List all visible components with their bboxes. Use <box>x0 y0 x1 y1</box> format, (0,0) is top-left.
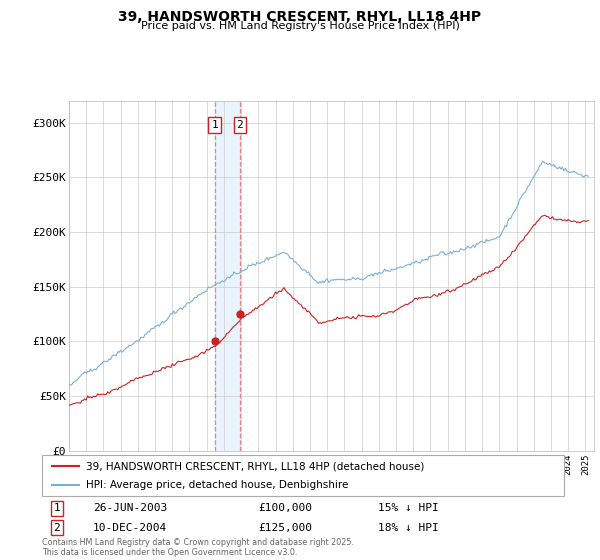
Text: 10-DEC-2004: 10-DEC-2004 <box>93 522 167 533</box>
Text: 39, HANDSWORTH CRESCENT, RHYL, LL18 4HP: 39, HANDSWORTH CRESCENT, RHYL, LL18 4HP <box>118 10 482 24</box>
Bar <box>215 101 240 451</box>
Text: 26-JUN-2003: 26-JUN-2003 <box>93 503 167 514</box>
Text: Price paid vs. HM Land Registry's House Price Index (HPI): Price paid vs. HM Land Registry's House … <box>140 21 460 31</box>
Text: 15% ↓ HPI: 15% ↓ HPI <box>378 503 439 514</box>
Text: HPI: Average price, detached house, Denbighshire: HPI: Average price, detached house, Denb… <box>86 480 349 490</box>
Text: 18% ↓ HPI: 18% ↓ HPI <box>378 522 439 533</box>
FancyBboxPatch shape <box>42 455 564 496</box>
Text: 39, HANDSWORTH CRESCENT, RHYL, LL18 4HP (detached house): 39, HANDSWORTH CRESCENT, RHYL, LL18 4HP … <box>86 461 425 472</box>
Text: 1: 1 <box>211 120 218 130</box>
Text: 2: 2 <box>53 522 61 533</box>
Text: Contains HM Land Registry data © Crown copyright and database right 2025.
This d: Contains HM Land Registry data © Crown c… <box>42 538 354 557</box>
Text: 1: 1 <box>53 503 61 514</box>
Text: £125,000: £125,000 <box>258 522 312 533</box>
Text: £100,000: £100,000 <box>258 503 312 514</box>
Text: 2: 2 <box>236 120 243 130</box>
